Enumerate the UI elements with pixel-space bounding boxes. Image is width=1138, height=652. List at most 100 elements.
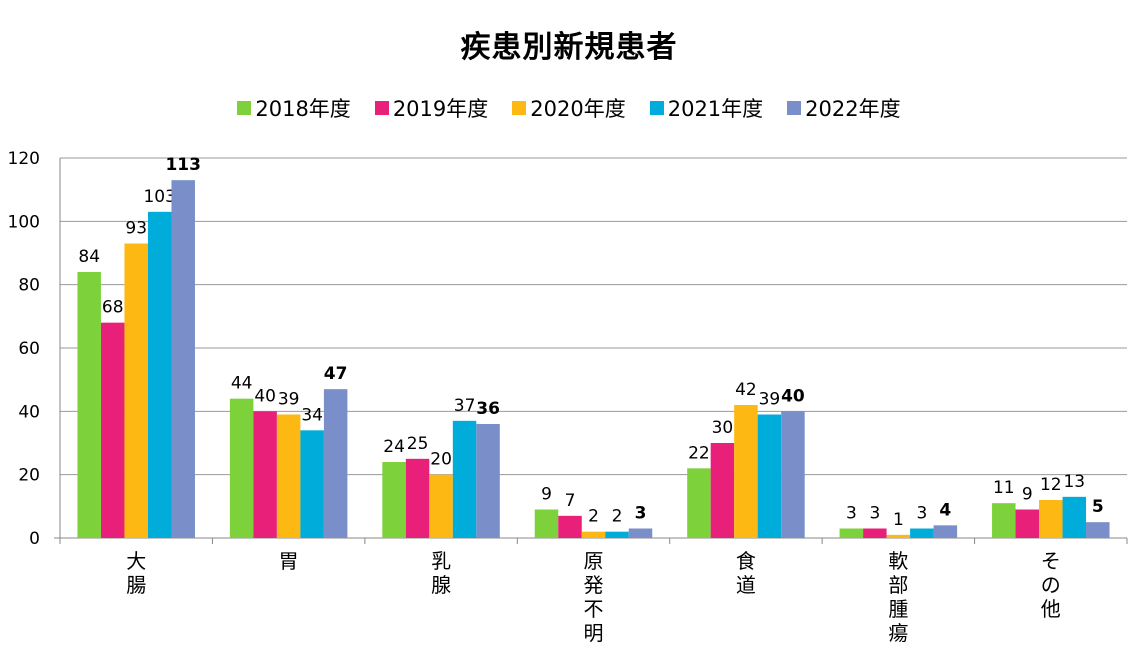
bar (839, 528, 864, 538)
data-label: 30 (712, 418, 734, 438)
legend-item: 2019年度 (374, 93, 489, 123)
data-label: 113 (165, 155, 201, 175)
y-tick-label: 100 (8, 212, 40, 232)
bar (77, 272, 101, 538)
data-label: 93 (125, 219, 147, 239)
bar (933, 525, 958, 538)
data-label: 9 (541, 485, 552, 505)
legend-swatch (512, 101, 527, 115)
y-tick-label: 20 (18, 466, 40, 486)
data-label: 3 (635, 504, 647, 524)
bar (534, 509, 559, 538)
bar (476, 424, 500, 538)
data-label: 25 (407, 434, 429, 454)
data-label: 13 (1063, 472, 1085, 492)
data-label: 3 (869, 504, 880, 524)
bar (628, 528, 653, 538)
legend-label: 2019年度 (392, 97, 489, 121)
data-label: 11 (993, 478, 1015, 498)
bar (276, 414, 301, 538)
bar (382, 462, 406, 538)
y-tick-label: 120 (8, 149, 40, 169)
data-label: 20 (430, 450, 452, 470)
bar (757, 414, 782, 538)
data-label: 12 (1040, 475, 1062, 495)
data-label: 68 (102, 298, 124, 318)
data-label: 7 (565, 491, 576, 511)
legend-swatch (237, 101, 252, 115)
legend-label: 2022年度 (805, 97, 901, 121)
data-label: 22 (688, 443, 710, 463)
data-label: 34 (301, 405, 323, 425)
data-label: 103 (143, 187, 175, 207)
data-label: 37 (454, 396, 476, 416)
bar (992, 503, 1016, 538)
bar (710, 443, 735, 538)
data-label: 3 (916, 504, 927, 524)
legend-label: 2021年度 (667, 97, 764, 121)
data-label: 9 (1022, 485, 1033, 505)
bar (781, 411, 805, 538)
data-label: 39 (278, 390, 300, 410)
bar (605, 531, 629, 538)
data-label: 40 (781, 386, 805, 406)
data-label: 5 (1092, 497, 1104, 517)
bar (1015, 509, 1040, 538)
category-label: 軟部腫瘍 (888, 549, 908, 645)
legend: 2018年度 2019年度 2020年度 2021年度 2022年度 (0, 93, 1138, 123)
y-tick-label: 60 (18, 339, 40, 359)
bar (300, 430, 324, 538)
bar (1039, 500, 1063, 538)
category-label: 大腸 (126, 549, 146, 597)
legend-item: 2021年度 (649, 93, 764, 123)
bar (886, 534, 911, 538)
y-tick-label: 40 (18, 402, 40, 422)
category-label: その他 (1041, 549, 1061, 621)
legend-label: 2018年度 (255, 97, 351, 121)
bar (863, 528, 887, 538)
chart-title: 疾患別新規患者 (460, 30, 678, 65)
bar (171, 180, 195, 538)
bar (687, 468, 711, 538)
data-label: 39 (759, 390, 781, 410)
legend-label: 2020年度 (530, 97, 626, 121)
data-label: 44 (231, 374, 253, 394)
bar (581, 531, 606, 538)
legend-item: 2022年度 (787, 93, 901, 123)
category-label: 食道 (736, 549, 756, 597)
bar (910, 528, 934, 538)
legend-item: 2020年度 (512, 93, 626, 123)
data-label: 3 (846, 504, 857, 524)
bar (1062, 496, 1087, 538)
y-tick-label: 80 (18, 276, 40, 296)
category-label: 原発不明 (584, 549, 604, 645)
bar (734, 405, 758, 538)
bar (405, 458, 430, 538)
bar (558, 515, 582, 538)
data-label: 40 (254, 386, 276, 406)
data-label: 47 (324, 364, 348, 384)
bar (100, 322, 125, 538)
legend-swatch (787, 101, 802, 115)
bar (229, 398, 254, 538)
bar (124, 243, 148, 538)
data-label: 4 (939, 500, 951, 520)
legend-swatch (374, 101, 389, 115)
category-label: 胃 (279, 549, 299, 573)
data-label: 2 (612, 507, 623, 527)
bar (1086, 522, 1110, 538)
bar (452, 420, 477, 538)
data-label: 84 (78, 247, 100, 267)
bar (429, 474, 453, 538)
data-label: 1 (893, 510, 904, 530)
category-label: 乳腺 (431, 549, 451, 597)
bar (147, 211, 172, 539)
legend-swatch (649, 101, 664, 115)
legend-item: 2018年度 (237, 93, 351, 123)
y-tick-label: 0 (29, 529, 40, 549)
data-label: 36 (476, 399, 500, 419)
data-label: 24 (383, 437, 405, 457)
bar (323, 389, 348, 538)
data-label: 42 (735, 380, 757, 400)
